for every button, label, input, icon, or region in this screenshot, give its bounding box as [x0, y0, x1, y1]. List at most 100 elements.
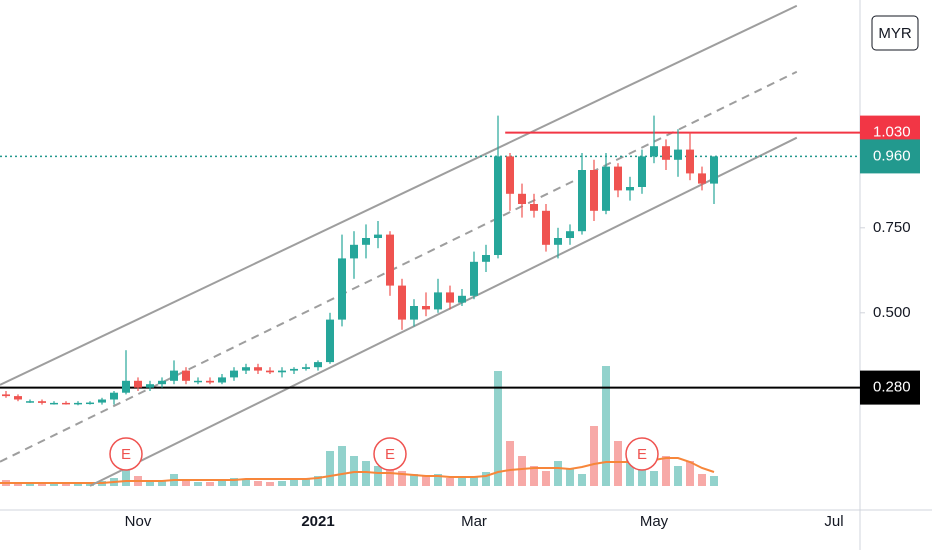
volume-bar [206, 482, 214, 486]
volume-bar [518, 456, 526, 486]
candle-body [110, 392, 118, 400]
x-tick-label: May [640, 513, 669, 530]
volume-bar [254, 481, 262, 486]
trend-line [0, 4, 798, 386]
candle-body [542, 210, 550, 245]
candle-body [158, 380, 166, 385]
earnings-marker[interactable] [373, 437, 407, 471]
volume-bar [482, 472, 490, 486]
candle-body [350, 244, 358, 259]
candle-body [338, 258, 346, 320]
volume-bar [38, 483, 46, 486]
candle-body [314, 362, 322, 368]
volume-bar [62, 483, 70, 486]
candle-body [458, 295, 466, 303]
currency: MYR [878, 25, 912, 42]
volume-bar [74, 483, 82, 486]
candle-body [170, 370, 178, 381]
volume-bar [218, 481, 226, 486]
candle-body [326, 319, 334, 363]
volume-bar [602, 366, 610, 486]
volume-bar [290, 480, 298, 486]
candle-body [50, 402, 58, 405]
candle-body [434, 292, 442, 310]
volume-bar [566, 468, 574, 486]
volume-bar [470, 476, 478, 486]
candle-body [590, 170, 598, 211]
volume-bar [146, 480, 154, 486]
volume-bar [710, 476, 718, 486]
candle-body [494, 156, 502, 255]
earnings-label: E [637, 446, 647, 463]
candle-body [206, 380, 214, 383]
candle-body [506, 156, 514, 194]
earnings-marker[interactable] [109, 437, 143, 471]
price-label-box [860, 139, 920, 174]
candle-body [26, 401, 34, 403]
candle-body [62, 402, 70, 405]
y-tick-label: 0.500 [873, 304, 911, 321]
candle-body [374, 234, 382, 238]
candle-body [698, 173, 706, 184]
volume-bar [26, 483, 34, 486]
volume-bar [674, 466, 682, 486]
volume-bar [626, 451, 634, 486]
volume-bar [338, 446, 346, 486]
volume-ma [0, 457, 715, 484]
volume-bar [374, 466, 382, 486]
candle-body [38, 401, 46, 403]
candle-body [626, 187, 634, 191]
candle-body [242, 367, 250, 371]
volume-bar [194, 482, 202, 486]
volume-bar [182, 480, 190, 486]
candle-body [470, 261, 478, 296]
candle-body [146, 384, 154, 388]
earnings-label: E [121, 446, 131, 463]
price-label: 0.280 [873, 379, 911, 396]
volume-bar [302, 478, 310, 486]
volume-bar [314, 476, 322, 486]
candle-body [2, 394, 10, 397]
x-tick-label: 2021 [301, 513, 334, 530]
candle-body [230, 370, 238, 378]
price-label: 1.030 [873, 124, 911, 141]
volume-bar [686, 461, 694, 486]
volume-bar [386, 464, 394, 486]
candle-body [86, 402, 94, 405]
earnings-marker[interactable] [625, 437, 659, 471]
volume-bar [494, 371, 502, 486]
trend-line [0, 70, 798, 463]
currency-box[interactable] [871, 15, 919, 51]
candle-body [182, 370, 190, 381]
volume-bar [662, 456, 670, 486]
candle-body [278, 370, 286, 373]
volume-bar [158, 481, 166, 486]
candle-body [218, 377, 226, 383]
candle-body [290, 368, 298, 371]
candle-body [446, 292, 454, 303]
candle-body [302, 367, 310, 369]
candle-body [614, 166, 622, 191]
y-tick-label: 0.750 [873, 219, 911, 236]
candle-body [674, 149, 682, 160]
candle-body [98, 399, 106, 403]
candle-body [566, 231, 574, 238]
volume-bar [614, 441, 622, 486]
candle-body [662, 146, 670, 160]
volume-bar [362, 461, 370, 486]
volume-bar [230, 478, 238, 486]
volume-bar [578, 474, 586, 486]
candle-body [362, 238, 370, 245]
earnings-label: E [385, 446, 395, 463]
volume-bar [242, 479, 250, 486]
volume-bar [446, 478, 454, 486]
volume-bar [506, 441, 514, 486]
candle-body [254, 367, 262, 371]
volume-bar [434, 474, 442, 486]
price-label: 0.960 [873, 147, 911, 164]
candle-body [422, 306, 430, 310]
volume-bar [326, 451, 334, 486]
candle-body [710, 156, 718, 184]
candle-body [578, 170, 586, 232]
